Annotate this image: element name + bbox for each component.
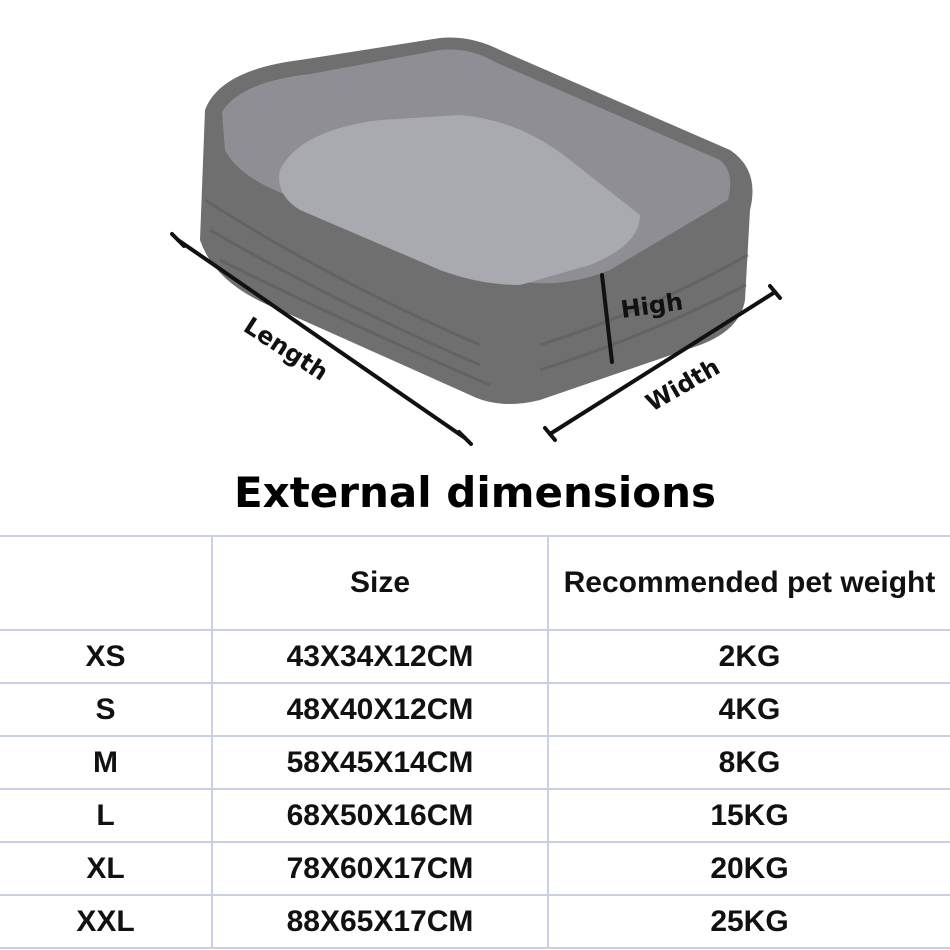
size-cell: XXL: [0, 894, 213, 949]
pet-bed-image: [200, 37, 753, 404]
table-row: L 68X50X16CM 15KG: [0, 788, 950, 843]
table-header-row: Size Recommended pet weight: [0, 535, 950, 631]
size-cell: XL: [0, 841, 213, 896]
table-row: XXL 88X65X17CM 25KG: [0, 894, 950, 949]
length-dimension-line: [176, 238, 467, 440]
pet-bed-illustration: Length Width High: [170, 37, 782, 446]
table-row: M 58X45X14CM 8KG: [0, 735, 950, 790]
weight-cell: 2KG: [547, 629, 950, 684]
size-cell: M: [0, 735, 213, 790]
weight-cell: 8KG: [547, 735, 950, 790]
dimensions-cell: 68X50X16CM: [211, 788, 549, 843]
table-row: XL 78X60X17CM 20KG: [0, 841, 950, 896]
dimensions-cell: 78X60X17CM: [211, 841, 549, 896]
dimensions-cell: 58X45X14CM: [211, 735, 549, 790]
size-cell: XS: [0, 629, 213, 684]
size-table: Size Recommended pet weight XS 43X34X12CM…: [0, 535, 950, 949]
header-size-label: [0, 535, 213, 631]
header-size: Size: [211, 535, 549, 631]
width-dimension-line: [548, 290, 777, 436]
dimensions-cell: 48X40X12CM: [211, 682, 549, 737]
width-label: Width: [641, 353, 725, 417]
size-cell: S: [0, 682, 213, 737]
high-dimension-line: [600, 273, 614, 364]
page-title: External dimensions: [233, 468, 717, 517]
table-row: XS 43X34X12CM 2KG: [0, 629, 950, 684]
weight-cell: 15KG: [547, 788, 950, 843]
dimensions-cell: 43X34X12CM: [211, 629, 549, 684]
size-cell: L: [0, 788, 213, 843]
weight-cell: 25KG: [547, 894, 950, 949]
table-row: S 48X40X12CM 4KG: [0, 682, 950, 737]
weight-cell: 4KG: [547, 682, 950, 737]
header-weight: Recommended pet weight: [547, 535, 950, 631]
dimensions-cell: 88X65X17CM: [211, 894, 549, 949]
weight-cell: 20KG: [547, 841, 950, 896]
